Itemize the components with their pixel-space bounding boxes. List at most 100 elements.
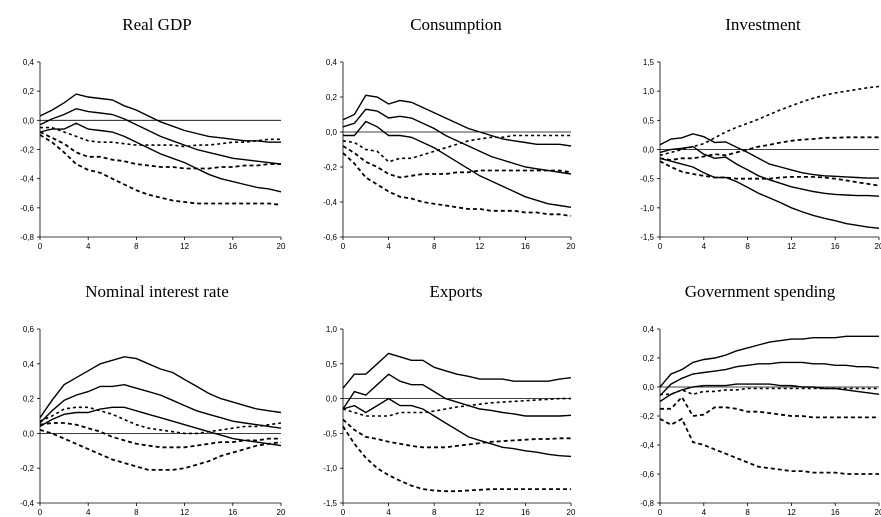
x-tick-label: 20 [567,242,576,251]
x-tick-label: 12 [180,242,189,251]
x-tick-label: 16 [228,508,237,517]
y-tick-label: 0,0 [23,116,35,125]
y-tick-label: 0,2 [23,395,35,404]
x-tick-label: 12 [787,508,796,517]
solid-series-line [39,93,281,143]
dashed-series-line [659,417,879,475]
dashed-series-line [39,406,282,435]
y-tick-label: -0,6 [323,233,337,242]
y-tick-label: -0,5 [640,175,654,184]
y-tick-label: 0,5 [643,116,655,125]
y-tick-label: -0,5 [323,429,337,438]
y-tick-label: -0,4 [20,175,34,184]
dashed-series-line [39,422,281,449]
solid-series-line [659,335,879,388]
dashed-series-line [342,152,572,217]
dashed-series-line [40,126,281,148]
y-tick-label: 0,5 [326,360,338,369]
x-tick-label: 8 [134,508,139,517]
solid-series-line [343,120,572,208]
x-tick-label: 0 [341,242,346,251]
y-tick-label: 0,0 [643,146,655,155]
x-tick-label: 4 [702,242,707,251]
y-tick-label: 0,4 [326,58,338,67]
dashed-series-line [660,395,879,419]
solid-series-line [659,145,880,197]
dashed-series-line [342,425,571,493]
x-tick-label: 16 [831,508,840,517]
solid-series-line [659,157,880,229]
y-tick-label: -0,2 [323,163,337,172]
solid-series-line [342,397,572,458]
panel-1: Real GDP 0,4 0,2 0,0 -0,2 -0,4 -0,6 -0,8 0 4 8 12 16… [20,15,286,251]
x-tick-label: 8 [432,508,437,517]
panel-title: Nominal interest rate [85,282,229,301]
dashed-series-line [342,418,571,449]
x-tick-label: 4 [86,242,91,251]
x-tick-label: 16 [521,508,530,517]
panel-title: Consumption [410,15,502,34]
y-tick-label: 0,0 [326,395,338,404]
y-tick-label: 0,4 [23,58,35,67]
dashed-series-line [342,134,571,163]
solid-series-line [39,383,282,429]
solid-series-line [659,133,879,179]
solid-series-line [39,107,282,165]
x-tick-label: 16 [228,242,237,251]
dashed-series-line [39,429,282,471]
x-tick-label: 16 [521,242,530,251]
x-tick-label: 0 [341,508,346,517]
solid-series-line [659,361,880,397]
x-tick-label: 4 [702,508,707,517]
x-tick-label: 12 [180,508,189,517]
solid-series-line [39,356,282,419]
x-tick-label: 20 [277,508,286,517]
x-tick-label: 4 [86,508,91,517]
dashed-series-line [659,136,879,161]
y-tick-label: 0,4 [643,325,655,334]
y-tick-label: -0,2 [20,464,34,473]
y-tick-label: -1,0 [640,204,654,213]
y-tick-label: -0,6 [640,470,654,479]
y-tick-label: 0,2 [643,354,655,363]
y-tick-label: -0,4 [640,441,654,450]
x-tick-label: 0 [658,508,663,517]
y-tick-label: 1,5 [643,58,655,67]
x-tick-label: 4 [386,242,391,251]
solid-series-line [342,94,572,147]
x-tick-label: 12 [475,508,484,517]
dashed-series-line [342,397,571,417]
x-tick-label: 0 [38,242,43,251]
panel-title: Real GDP [122,15,191,34]
x-tick-label: 16 [831,242,840,251]
x-tick-label: 12 [475,242,484,251]
y-tick-label: 1,0 [326,325,338,334]
dashed-series-line [660,387,879,396]
solid-series-line [659,383,880,403]
y-tick-label: -0,4 [20,499,34,508]
solid-series-line [342,373,572,417]
x-tick-label: 4 [386,508,391,517]
y-tick-label: -0,6 [20,204,34,213]
y-tick-label: -0,8 [640,499,654,508]
solid-series-line [342,352,572,389]
x-tick-label: 20 [875,242,881,251]
x-tick-label: 8 [745,508,750,517]
y-tick-label: 0,0 [326,128,338,137]
y-tick-label: 0,4 [23,360,35,369]
dashed-series-line [659,85,880,157]
x-tick-label: 20 [875,508,881,517]
panel-3: Investment 1,5 1,0 0,5 0,0 -0,5 -1,0 -1,5 0 4 8 12 1… [640,15,881,251]
y-tick-label: 0,0 [23,429,35,438]
panel-title: Exports [430,282,483,301]
dashed-series-line [659,160,880,187]
y-tick-label: -0,2 [20,146,34,155]
x-tick-label: 20 [277,242,286,251]
x-tick-label: 8 [432,242,437,251]
y-tick-label: -1,5 [323,499,337,508]
panel-5: Exports 1,0 0,5 0,0 -0,5 -1,0 -1,5 0 4 8 12 16 20 [323,282,576,517]
dashed-series-line [39,134,282,206]
solid-series-line [39,122,282,193]
y-tick-label: -1,0 [323,464,337,473]
